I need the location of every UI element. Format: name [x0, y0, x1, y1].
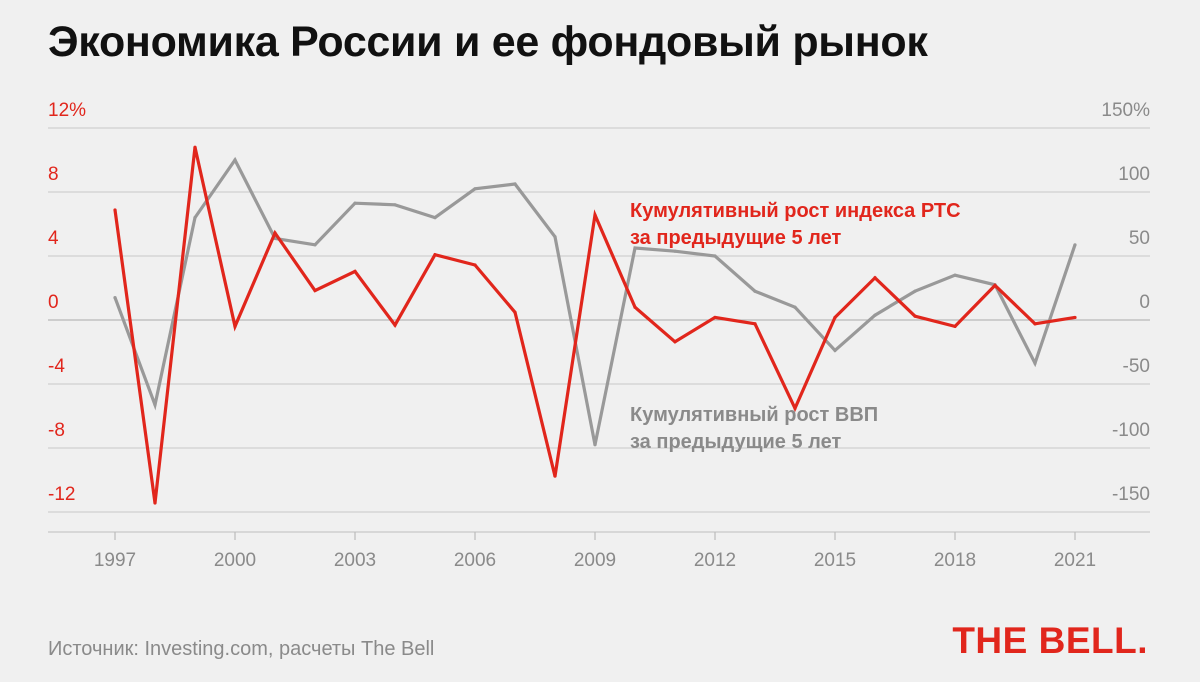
data-point	[593, 443, 597, 447]
x-axis: 1997 2000 2003 2006 2009 2012 2015 2018 2021	[48, 531, 1150, 571]
data-point	[993, 283, 997, 288]
gdp-series-label: Кумулятивный рост ВВП	[630, 404, 878, 426]
x-tick-label: 2009	[574, 550, 616, 571]
data-point	[473, 263, 477, 267]
data-point	[713, 315, 717, 320]
y-left-tick-label: -8	[48, 420, 65, 441]
data-point	[433, 253, 437, 257]
data-point	[393, 203, 397, 207]
the-bell-logo: THE BELL.	[952, 620, 1148, 661]
y-right-tick-label: 0	[1139, 292, 1150, 313]
series-lines	[113, 145, 1077, 505]
x-tick-label: 1997	[94, 550, 136, 571]
data-point	[353, 201, 357, 205]
y-right-tick-label: 150%	[1101, 100, 1150, 121]
y-right-tick-label: -50	[1123, 356, 1150, 377]
y-right-tick-label: 100	[1118, 164, 1150, 185]
x-tick-label: 2003	[334, 550, 376, 571]
data-point	[913, 289, 917, 293]
data-point	[833, 348, 837, 352]
data-point	[113, 296, 117, 300]
data-point	[953, 324, 957, 328]
y-left-tick-label: 8	[48, 164, 59, 185]
data-point	[513, 182, 517, 186]
data-point	[873, 276, 877, 280]
y-axis-left: -12 -8 -4 0 4 8 12%	[48, 100, 86, 505]
data-point	[713, 254, 717, 258]
data-point	[473, 187, 477, 191]
x-tick-label: 2012	[694, 550, 736, 571]
gdp-series-label: за предыдущие 5 лет	[630, 431, 841, 453]
data-point	[673, 340, 677, 344]
data-point	[393, 323, 397, 327]
data-point	[153, 403, 157, 407]
data-point	[913, 314, 917, 318]
data-point	[553, 235, 557, 239]
data-point	[753, 289, 757, 293]
data-point	[233, 324, 237, 328]
data-point	[953, 273, 957, 277]
x-tick-label: 2021	[1054, 550, 1096, 571]
data-point	[193, 216, 197, 220]
data-point	[1073, 315, 1077, 320]
data-point	[153, 501, 157, 505]
data-point	[273, 231, 277, 235]
data-point	[193, 145, 197, 149]
data-point	[753, 322, 757, 326]
data-point	[673, 249, 677, 253]
y-right-tick-label: -100	[1112, 420, 1150, 441]
data-point	[313, 243, 317, 247]
x-tick-label: 2018	[934, 550, 976, 571]
x-tick-label: 2015	[814, 550, 856, 571]
source-note: Источник: Investing.com, расчеты The Bel…	[48, 638, 435, 660]
rts-series-label: за предыдущие 5 лет	[630, 227, 841, 249]
y-axis-right: -150 -100 -50 0 50 100 150%	[1101, 100, 1150, 505]
data-point	[833, 315, 837, 320]
data-point	[1033, 322, 1037, 326]
data-point	[1073, 243, 1077, 247]
data-point	[633, 246, 637, 250]
x-tick-label: 2006	[454, 550, 496, 571]
data-point	[793, 406, 797, 410]
data-point	[233, 158, 237, 162]
y-left-tick-label: 4	[48, 228, 59, 249]
rts-series-label: Кумулятивный рост индекса РТС	[630, 200, 961, 222]
data-point	[873, 313, 877, 317]
data-point	[353, 269, 357, 273]
data-point	[433, 216, 437, 220]
data-point	[553, 474, 557, 478]
y-left-tick-label: 12%	[48, 100, 86, 121]
data-point	[313, 288, 317, 293]
data-point	[593, 213, 597, 217]
series-annotations: Кумулятивный рост ВВП за предыдущие 5 лет…	[630, 200, 961, 453]
chart-title: Экономика России и ее фондовый рынок	[48, 18, 928, 66]
y-left-tick-label: -12	[48, 484, 75, 505]
y-right-tick-label: -150	[1112, 484, 1150, 505]
y-left-tick-label: 0	[48, 292, 59, 313]
data-point	[793, 305, 797, 309]
y-left-tick-label: -4	[48, 356, 65, 377]
x-tick-label: 2000	[214, 550, 256, 571]
grid-lines	[48, 127, 1150, 513]
y-right-tick-label: 50	[1129, 228, 1150, 249]
data-point	[633, 305, 637, 309]
data-point	[513, 310, 517, 314]
data-point	[113, 208, 117, 212]
data-point	[1033, 361, 1037, 365]
